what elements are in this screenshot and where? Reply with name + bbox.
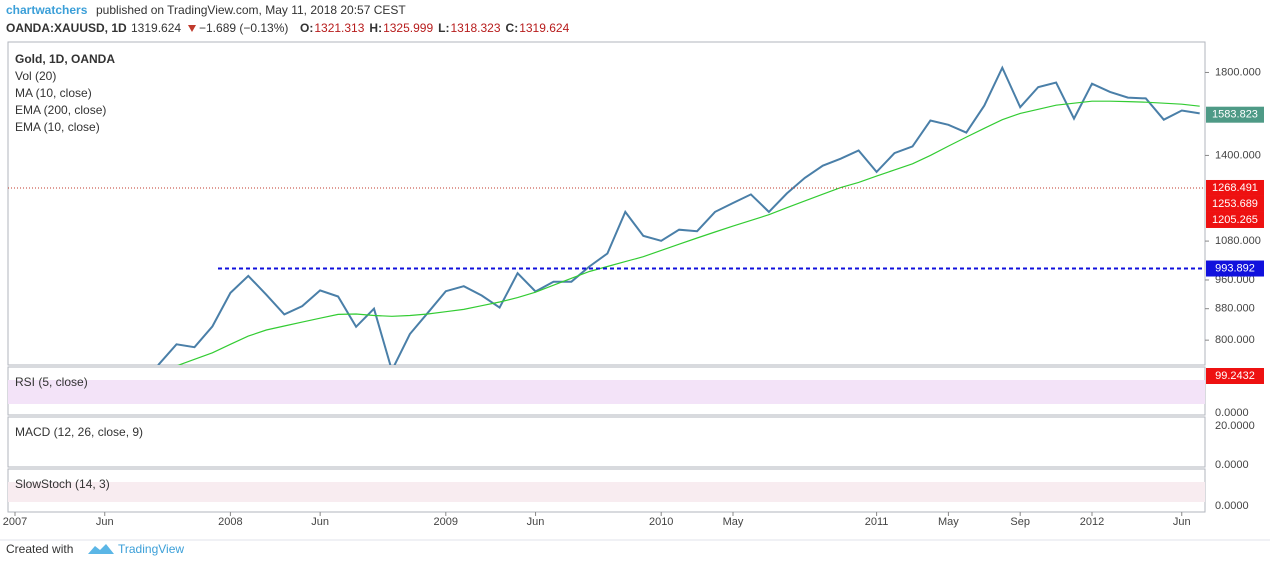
legend-entry: MA (10, close) (15, 86, 92, 100)
pane-tick-label: 0.0000 (1215, 407, 1249, 419)
price-badge (1206, 195, 1264, 212)
y-tick-label: 1400.000 (1215, 149, 1261, 161)
price-badge (1206, 179, 1264, 196)
published: published on TradingView.com, May 11, 20… (96, 3, 406, 17)
series-group (157, 65, 1200, 365)
x-tick-label: 2009 (434, 516, 458, 528)
x-tick-label: Jun (527, 516, 545, 528)
created-with: Created with (6, 542, 73, 556)
ohlc-label: L: (438, 21, 449, 35)
legend-entry: Vol (20) (15, 69, 56, 83)
x-tick-label: May (723, 516, 744, 528)
author: chartwatchers (6, 3, 88, 17)
brand: TradingView (118, 542, 184, 556)
ohlc-label: O: (300, 21, 313, 35)
x-tick-label: 2012 (1080, 516, 1104, 528)
x-tick-label: 2008 (218, 516, 242, 528)
price-badge (1206, 106, 1264, 123)
pane-tick-label: 99.2432 (1215, 370, 1255, 382)
change: −1.689 (−0.13%) (199, 21, 288, 35)
y-tick-label: 1800.000 (1215, 66, 1261, 78)
price-badge-label: 1205.265 (1212, 214, 1258, 226)
ohlc-label: H: (369, 21, 382, 35)
legend-entry: Gold, 1D, OANDA (15, 52, 115, 66)
y-tick-label: 880.000 (1215, 303, 1255, 315)
down-arrow (188, 25, 196, 32)
pane-title: MACD (12, 26, close, 9) (15, 425, 143, 439)
ohlc-value: 1325.999 (383, 21, 433, 35)
macd-pane (7, 416, 1206, 468)
pane-title: SlowStoch (14, 3) (15, 477, 110, 491)
legend-entry: EMA (200, close) (15, 103, 106, 117)
price-line (157, 65, 1200, 365)
x-tick-label: Jun (1173, 516, 1191, 528)
x-tick-label: Jun (311, 516, 329, 528)
last-price: 1319.624 (131, 21, 181, 35)
pane-tick-label: 20.0000 (1215, 420, 1255, 432)
ohlc-value: 1319.624 (519, 21, 569, 35)
x-tick-label: 2011 (865, 516, 889, 528)
x-tick-label: 2010 (649, 516, 673, 528)
pane-tick-label: 0.0000 (1215, 500, 1249, 512)
legend-entry: EMA (10, close) (15, 120, 100, 134)
price-badge-label: 1583.823 (1212, 109, 1258, 121)
price-line (177, 100, 1200, 365)
price-pane (7, 41, 1206, 366)
y-tick-label: 960.000 (1215, 274, 1255, 286)
pane-badge (1206, 368, 1264, 384)
price-badge (1206, 211, 1264, 228)
price-badge-label: 1268.491 (1212, 182, 1258, 194)
x-tick-label: 2007 (3, 516, 27, 528)
ohlc-value: 1318.323 (450, 21, 500, 35)
symbol: OANDA:XAUUSD, 1D (6, 21, 127, 35)
ohlc-value: 1321.313 (314, 21, 364, 35)
stoch-band (8, 482, 1205, 502)
price-badge-label: 993.892 (1215, 262, 1255, 274)
tv-logo (88, 544, 114, 554)
y-tick-label: 800.000 (1215, 334, 1255, 346)
ohlc-label: C: (506, 21, 519, 35)
x-tick-label: May (938, 516, 959, 528)
price-badge-label: 1253.689 (1212, 198, 1258, 210)
rsi-band (8, 380, 1205, 404)
price-badge (1206, 260, 1264, 277)
pane-tick-label: 0.0000 (1215, 459, 1249, 471)
x-tick-label: Sep (1010, 516, 1030, 528)
y-tick-label: 1080.000 (1215, 235, 1261, 247)
pane-title: RSI (5, close) (15, 375, 88, 389)
x-tick-label: Jun (96, 516, 114, 528)
